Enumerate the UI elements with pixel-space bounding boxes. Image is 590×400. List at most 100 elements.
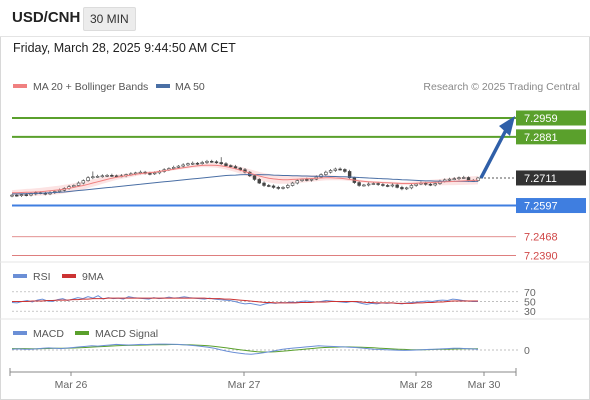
candle-body <box>224 163 228 166</box>
candle-body <box>457 177 461 180</box>
projection-arrow-shaft <box>479 129 508 179</box>
candle-body <box>447 178 452 181</box>
price-level-labels: 7.2959 7.2881 7.2711 7.2597 7.2468 7.2390 <box>516 110 586 263</box>
x-tick-label: Mar 30 <box>468 379 501 391</box>
candle-body <box>328 170 333 173</box>
candle-body <box>100 175 105 178</box>
resistance-level-box <box>516 110 586 126</box>
resistance-level-label: 7.2959 <box>524 113 558 125</box>
target-level-label: 7.2468 <box>524 232 558 244</box>
candle-body <box>343 169 347 172</box>
candle-body <box>281 187 285 189</box>
candle-body <box>86 177 90 181</box>
candle-body <box>181 164 185 167</box>
macd-zero-label: 0 <box>524 345 530 357</box>
candle-body <box>267 185 271 187</box>
projection-arrow-head <box>499 116 515 137</box>
credit-label: Research © 2025 Trading Central <box>423 81 580 93</box>
candle-body <box>452 178 456 180</box>
candle-body <box>24 194 28 196</box>
candle-body <box>305 179 309 181</box>
macd-panel: 0 <box>11 343 530 357</box>
candle-body <box>324 171 328 175</box>
candle-body <box>186 163 190 166</box>
candle-body <box>414 183 418 186</box>
symbol-title: USD/CNH <box>12 9 81 26</box>
macd-legend-swatch <box>13 331 27 335</box>
rsi-legend-swatch <box>13 274 27 278</box>
candle-body <box>376 183 380 185</box>
candle-body <box>29 193 33 196</box>
candle-body <box>404 187 409 190</box>
macd-signal-legend-label: MACD Signal <box>95 328 158 340</box>
candle-body <box>362 184 366 187</box>
candle-body <box>15 194 19 197</box>
support-level-box <box>516 198 586 214</box>
ma50-line <box>12 174 478 195</box>
bollinger-band <box>12 162 478 196</box>
candles <box>10 157 480 198</box>
ma20-legend-swatch <box>13 84 27 88</box>
resistance-level-box <box>516 129 586 145</box>
candle-body <box>381 184 385 186</box>
candle-body <box>81 180 86 184</box>
x-axis: Mar 26 Mar 27 Mar 28 Mar 30 <box>9 368 517 391</box>
candle-body <box>338 168 342 171</box>
candle-body <box>333 168 338 171</box>
candle-body <box>105 175 109 177</box>
candle-body <box>95 175 100 178</box>
candle-body <box>271 185 276 188</box>
candle-body <box>366 183 371 186</box>
candle-body <box>295 180 300 184</box>
candle-body <box>148 173 152 175</box>
candle-body <box>409 185 414 189</box>
ma20-legend-label: MA 20 + Bollinger Bands <box>33 81 148 93</box>
candle-body <box>72 185 76 187</box>
candle-body <box>433 183 437 186</box>
candle-body <box>286 185 290 188</box>
price-levels <box>12 117 516 256</box>
ma20-line <box>12 164 479 194</box>
candle-body <box>476 177 480 181</box>
candle-body <box>400 187 404 190</box>
macd-signal-line <box>12 344 478 353</box>
candle-body <box>195 162 200 165</box>
candle-body <box>190 162 195 165</box>
rsi-ma-line <box>12 297 478 304</box>
candle-body <box>76 182 81 186</box>
rsi-tick-label: 70 <box>524 287 536 299</box>
bollinger-band-fill <box>12 162 478 196</box>
timestamp: Friday, March 28, 2025 9:44:50 AM CET <box>13 41 236 55</box>
candle-body <box>309 178 314 181</box>
rsi-ma-legend-label: 9MA <box>82 271 104 283</box>
rsi-tick-label: 30 <box>524 306 536 318</box>
candle-body <box>276 187 280 189</box>
timeframe-badge[interactable]: 30 MIN <box>83 7 136 31</box>
candle-body <box>10 194 14 197</box>
candle-body <box>347 171 352 179</box>
candle-body <box>262 182 266 186</box>
candle-body <box>171 167 176 169</box>
candle-body <box>390 184 395 187</box>
macd-line <box>11 343 479 355</box>
candle-body <box>110 175 114 177</box>
x-tick-label: Mar 28 <box>400 379 433 391</box>
x-tick-label: Mar 27 <box>228 379 261 391</box>
moving-averages <box>12 164 479 195</box>
macd-legend-label: MACD <box>33 328 64 340</box>
candle-body <box>91 176 95 179</box>
target-level-label: 7.2390 <box>524 251 558 263</box>
chart-header: USD/CNH 30 MIN <box>0 0 590 37</box>
candle-body <box>462 177 466 179</box>
candle-body <box>152 172 157 175</box>
candle-body <box>19 194 24 196</box>
candle-body <box>371 183 376 185</box>
candle-body <box>290 182 295 186</box>
rsi-tick-label: 50 <box>524 297 536 309</box>
candle-body <box>319 174 323 178</box>
candle-body <box>252 175 257 180</box>
candle-body <box>300 179 304 181</box>
candle-body <box>57 189 62 192</box>
candle-body <box>176 165 181 168</box>
